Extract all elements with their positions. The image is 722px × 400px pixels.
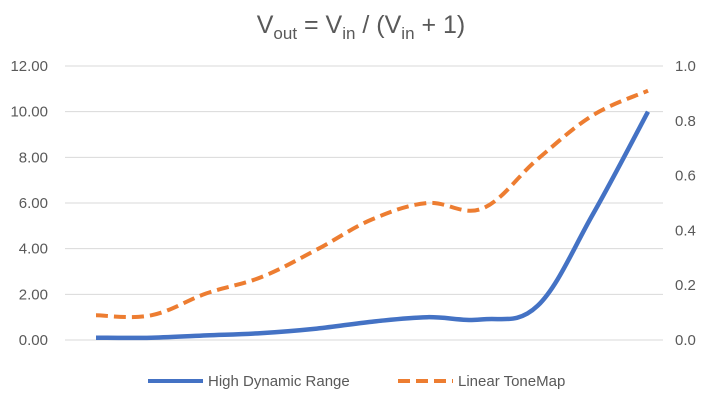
- series-lines: [95, 88, 650, 341]
- title-part: = V: [297, 11, 342, 39]
- gridlines: [65, 65, 663, 341]
- series-line-linear-tonemap: [95, 88, 649, 320]
- right-tick-label: 0.6: [675, 168, 696, 185]
- title-part: in: [342, 24, 355, 43]
- title-part: V: [257, 11, 274, 39]
- title-part: + 1): [415, 11, 466, 39]
- left-tick-label: 0.00: [19, 332, 48, 349]
- right-tick-label: 0.8: [675, 113, 696, 130]
- right-tick-label: 0.2: [675, 277, 696, 294]
- legend-label: Linear ToneMap: [458, 373, 565, 390]
- left-axis-tick-labels: 0.00 2.00 4.00 6.00 8.00 10.00 12.00: [10, 58, 48, 349]
- legend-label: High Dynamic Range: [208, 373, 350, 390]
- title-part: in: [401, 24, 414, 43]
- series-line-high-dynamic-range: [95, 110, 650, 341]
- left-tick-label: 10.00: [10, 104, 48, 121]
- left-tick-label: 2.00: [19, 286, 48, 303]
- right-axis-tick-labels: 0.0 0.2 0.4 0.6 0.8 1.0: [675, 58, 696, 349]
- left-tick-label: 6.00: [19, 195, 48, 212]
- left-tick-label: 8.00: [19, 149, 48, 166]
- chart-title: Vout = Vin / (Vin + 1): [257, 11, 466, 43]
- legend: High Dynamic Range Linear ToneMap: [148, 373, 565, 390]
- title-part: / (V: [355, 11, 401, 39]
- left-tick-label: 12.00: [10, 58, 48, 75]
- right-tick-label: 0.4: [675, 222, 696, 239]
- left-tick-label: 4.00: [19, 241, 48, 258]
- right-tick-label: 1.0: [675, 58, 696, 75]
- right-tick-label: 0.0: [675, 332, 696, 349]
- title-part: out: [273, 24, 297, 43]
